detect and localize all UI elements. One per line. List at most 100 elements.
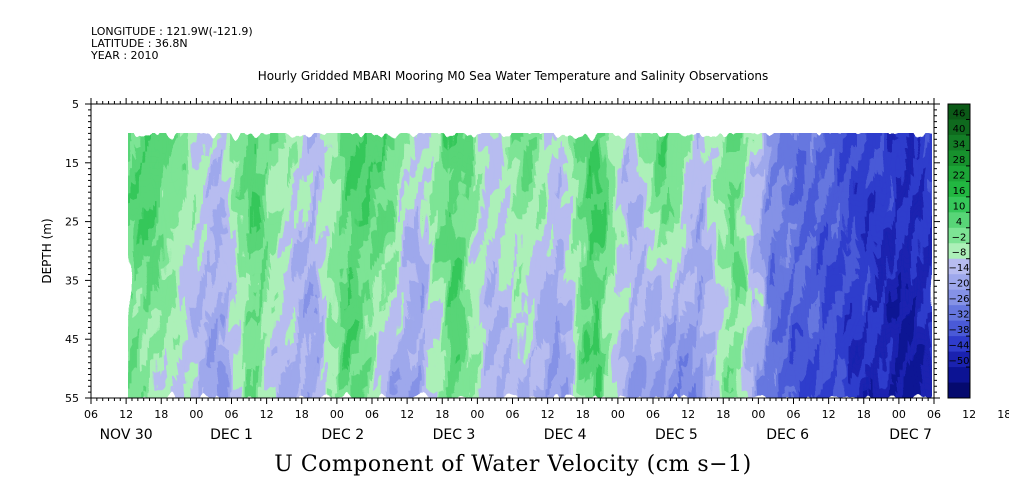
heatmap-cell: [216, 227, 221, 234]
heatmap-cell: [298, 221, 303, 229]
heatmap-cell: [342, 392, 347, 398]
heatmap-cell: [257, 151, 262, 158]
heatmap-cell: [404, 362, 408, 370]
heatmap-cell: [272, 339, 277, 346]
heatmap-cell: [263, 268, 268, 276]
heatmap-cell: [345, 227, 350, 234]
heatmap-cell: [164, 286, 168, 293]
heatmap-cell: [263, 139, 268, 146]
heatmap-cell: [131, 333, 136, 340]
heatmap-cell: [205, 262, 209, 270]
heatmap-cell: [342, 274, 347, 281]
heatmap-cell: [240, 380, 244, 387]
heatmap-cell: [351, 174, 356, 182]
heatmap-cell: [266, 251, 271, 258]
heatmap-cell: [427, 368, 432, 376]
heatmap-cell: [216, 198, 221, 205]
heatmap-cell: [295, 327, 300, 334]
heatmap-cell: [275, 374, 279, 381]
heatmap-cell: [392, 392, 397, 398]
heatmap-cell: [339, 362, 344, 370]
heatmap-cell: [211, 350, 215, 358]
heatmap-cell: [290, 262, 294, 270]
heatmap-cell: [427, 380, 432, 387]
heatmap-cell: [134, 162, 139, 170]
heatmap-cell: [374, 239, 379, 246]
heatmap-cell: [439, 180, 443, 187]
heatmap-cell: [281, 209, 285, 217]
heatmap-cell: [360, 268, 364, 276]
heatmap-cell: [284, 292, 288, 299]
heatmap-cell: [184, 151, 189, 158]
heatmap-cell: [333, 198, 338, 205]
heatmap-cell: [292, 168, 297, 176]
heatmap-cell: [196, 156, 200, 164]
heatmap-cell: [363, 345, 367, 352]
heatmap-cell: [260, 162, 265, 170]
heatmap-cell: [392, 333, 397, 340]
heatmap-cell: [128, 245, 130, 252]
heatmap-cell: [272, 327, 277, 334]
heatmap-cell: [339, 215, 344, 223]
heatmap-cell: [345, 292, 350, 299]
heatmap-cell: [427, 192, 432, 199]
heatmap-cell: [377, 374, 382, 381]
heatmap-cell: [442, 156, 446, 164]
heatmap-cell: [415, 209, 420, 217]
heatmap-cell: [225, 227, 230, 234]
heatmap-cell: [149, 156, 154, 164]
heatmap-cell: [208, 274, 212, 281]
heatmap-cell: [316, 368, 320, 376]
heatmap-cell: [363, 309, 367, 317]
heatmap-cell: [389, 233, 394, 240]
heatmap-cell: [263, 221, 268, 229]
heatmap-cell: [146, 233, 151, 240]
heatmap-cell: [304, 198, 309, 205]
heatmap-cell: [243, 168, 247, 176]
heatmap-cell: [448, 356, 452, 364]
heatmap-cell: [386, 274, 391, 281]
heatmap-cell: [190, 321, 195, 329]
heatmap-cell: [196, 280, 200, 287]
heatmap-cell: [231, 162, 236, 170]
heatmap-cell: [263, 215, 268, 223]
heatmap-cell: [295, 174, 300, 182]
heatmap-cell: [410, 303, 414, 311]
heatmap-cell: [205, 215, 209, 223]
heatmap-cell: [269, 133, 274, 140]
heatmap-cell: [398, 133, 402, 140]
heatmap-cell: [167, 345, 171, 352]
heatmap-cell: [158, 168, 162, 176]
heatmap-cell: [152, 139, 156, 146]
heatmap-cell: [172, 203, 177, 211]
heatmap-cell: [345, 180, 350, 187]
heatmap-cell: [140, 286, 145, 293]
heatmap-cell: [137, 333, 142, 340]
heatmap-cell: [328, 203, 332, 211]
heatmap-cell: [348, 274, 353, 281]
heatmap-cell: [275, 262, 279, 270]
heatmap-cell: [257, 227, 262, 234]
heatmap-cell: [427, 174, 432, 182]
heatmap-cell: [190, 339, 195, 346]
heatmap-cell: [266, 392, 271, 398]
heatmap-cell: [430, 303, 435, 311]
heatmap-cell: [254, 192, 259, 199]
heatmap-cell: [208, 292, 212, 299]
heatmap-cell: [172, 180, 177, 187]
heatmap-cell: [301, 145, 306, 152]
heatmap-cell: [366, 374, 370, 381]
heatmap-cell: [339, 309, 344, 317]
heatmap-cell: [222, 239, 227, 246]
heatmap-cell: [348, 251, 353, 258]
heatmap-cell: [436, 315, 440, 323]
heatmap-cell: [295, 180, 300, 187]
heatmap-cell: [301, 168, 306, 176]
heatmap-cell: [249, 256, 253, 264]
heatmap-cell: [175, 227, 180, 234]
heatmap-cell: [304, 368, 309, 376]
heatmap-cell: [225, 151, 230, 158]
heatmap-cell: [178, 233, 183, 240]
heatmap-cell: [407, 180, 411, 187]
heatmap-cell: [219, 356, 224, 364]
